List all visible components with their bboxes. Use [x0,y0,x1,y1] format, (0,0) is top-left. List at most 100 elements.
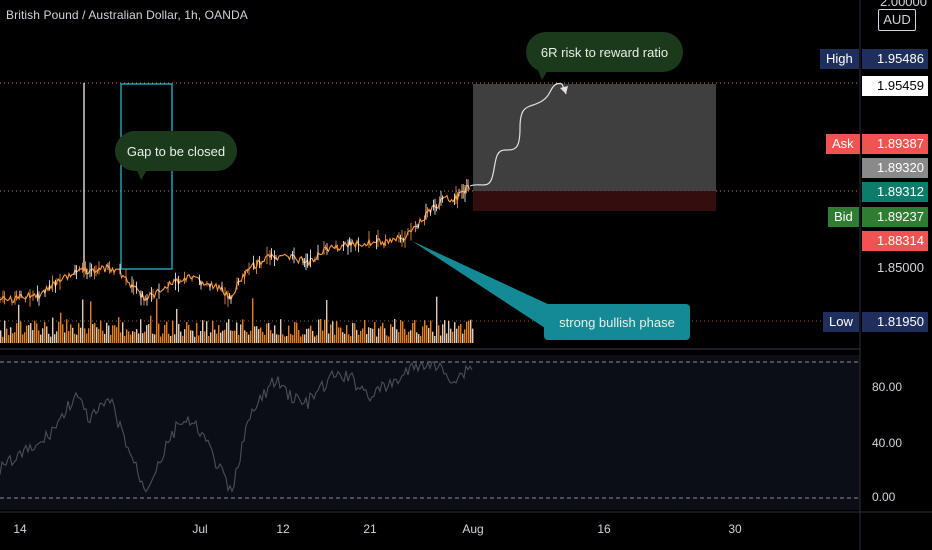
bullish-callout[interactable]: strong bullish phase [544,304,690,340]
target-value: 1.95459 [862,76,928,96]
time-label-16: 16 [597,522,611,536]
last-price-value: 1.89312 [862,182,928,202]
volume-bar [242,319,244,343]
volume-bar [224,329,226,343]
rsi-series [0,360,473,493]
time-label-12: 12 [276,522,290,536]
loss-zone[interactable] [473,191,716,211]
volume-bar [130,334,132,343]
volume-bar [444,320,446,343]
volume-bar [302,334,304,343]
gap-box[interactable] [120,83,173,270]
volume-bar [274,325,276,343]
volume-bar [22,334,24,343]
volume-bar [178,323,180,343]
volume-bar [394,319,396,343]
volume-bar [100,320,102,343]
volume-bar [400,320,402,343]
volume-bar [452,331,454,343]
volume-bar [68,331,70,343]
volume-bar [152,333,154,343]
gap-callout-tail [136,168,148,180]
volume-bar [256,326,258,343]
volume-bar [154,334,156,343]
volume-bar [98,328,100,343]
volume-bar [158,323,160,343]
gap-callout[interactable]: Gap to be closed [115,131,237,171]
volume-bar [296,322,298,343]
volume-bar [138,333,140,343]
volume-bar [268,322,270,343]
volume-bar [218,325,220,343]
volume-bar [132,331,134,343]
volume-bar [332,321,334,343]
volume-bar [104,333,106,343]
volume-bar [288,325,290,343]
volume-bar [124,335,126,343]
symbol-title[interactable]: British Pound / Australian Dollar, 1h, O… [6,8,248,22]
volume-bar [422,326,424,343]
volume-bar [88,328,90,343]
volume-bar [384,328,386,343]
volume-bar [168,333,170,343]
volume-bar [140,319,142,343]
volume-bar [150,315,152,343]
volume-bar [310,325,312,343]
bullish-callout-pointer [412,241,552,330]
bid-tag: Bid [828,207,859,227]
volume-bar [440,335,442,343]
volume-bar [350,336,352,343]
candle-wicks [0,179,469,307]
profit-zone[interactable] [473,84,716,191]
volume-bar [262,331,264,343]
volume-bar [292,335,294,343]
price-axis-top: 2.00000 [880,0,927,9]
volume-bar [264,334,266,343]
volume-bar [238,334,240,343]
volume-bar [160,336,162,343]
volume-bar [412,323,414,343]
volume-bar [148,324,150,343]
ask-tag: Ask [826,134,860,154]
volume-bar [118,317,120,343]
volume-bar [174,334,176,343]
volume-bar [70,324,72,343]
volume-bar [2,336,4,343]
volume-bar [304,334,306,343]
volume-bar [76,334,78,343]
volume-bar [198,335,200,343]
volume-bar [38,330,40,343]
rsi-pane[interactable] [0,355,860,510]
high-value: 1.95486 [862,49,928,69]
volume-bar [122,322,124,343]
volume-bar [108,325,110,343]
volume-bar [414,320,416,343]
volume-bar [360,330,362,343]
volume-bar [10,327,12,343]
volume-bar [318,319,320,343]
volume-bar [472,328,474,343]
volume-bar [112,325,114,343]
volume-bar [366,334,368,343]
volume-bar [372,328,374,343]
volume-bar [0,330,2,343]
volume-bar [182,335,184,343]
volume-bar [390,324,392,343]
volume-bar [428,327,430,343]
ask-value: 1.89387 [862,134,928,154]
volume-bar [456,328,458,343]
currency-label[interactable]: AUD [878,9,916,31]
volume-bar [170,335,172,343]
volume-bar [64,332,66,343]
volume-bar [308,328,310,343]
volume-bar [434,336,436,343]
volume-bar [378,328,380,343]
volume-bar [4,320,6,343]
rsi-level-0: 0.00 [872,490,896,504]
volume-bar [236,322,238,343]
volume-bar [338,327,340,343]
risk-reward-callout[interactable]: 6R risk to reward ratio [526,32,683,72]
volume-bar [316,335,318,343]
volume-bar [402,321,404,343]
